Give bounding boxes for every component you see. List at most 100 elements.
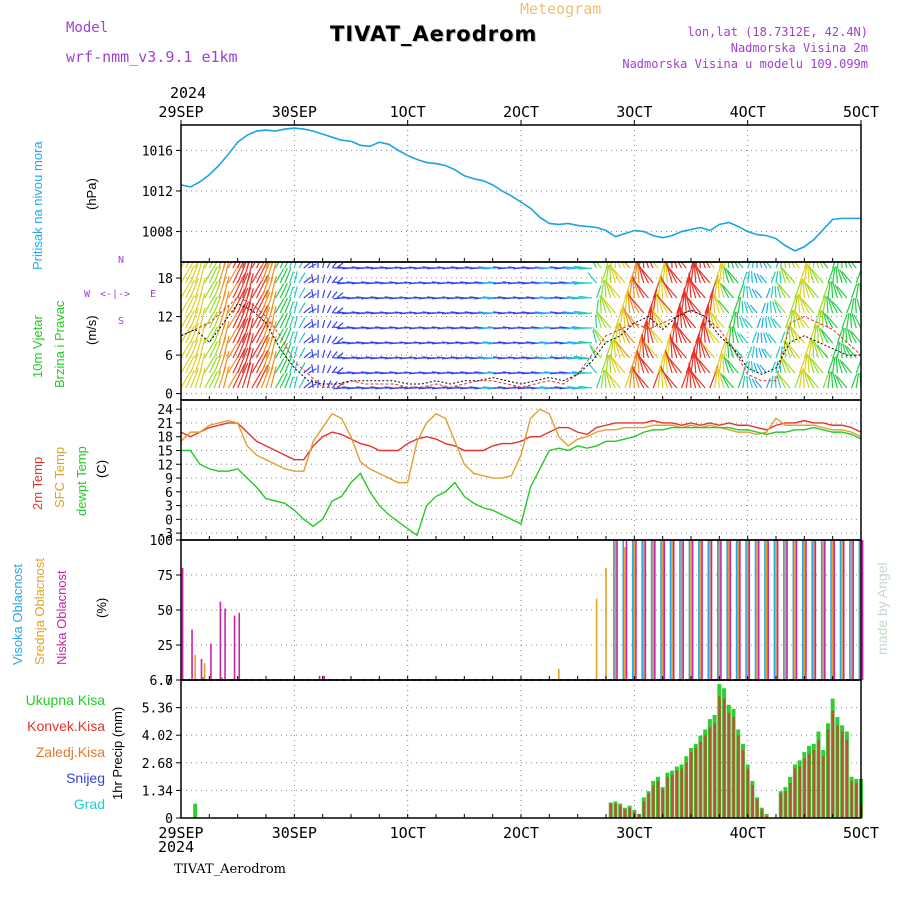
wind-arrow [384, 296, 394, 299]
wind-arrow [237, 287, 249, 314]
cloud-bar [641, 540, 643, 680]
wind-arrow [789, 310, 794, 329]
wind-arrow [803, 263, 808, 284]
wind-arrow [754, 289, 763, 299]
wind-arrow [326, 365, 332, 374]
cloud-bar [613, 540, 615, 680]
wind-arrow [827, 267, 835, 284]
wind-arrow [408, 266, 418, 269]
wind-arrow [270, 366, 277, 389]
wind-arrow [185, 265, 195, 284]
wind-arrow [835, 266, 838, 284]
cloud-bar [831, 540, 834, 680]
wind-arrow [336, 337, 344, 344]
wind-arrow [185, 295, 195, 314]
wind-arrow [770, 361, 776, 374]
cloud-bar [224, 608, 226, 680]
wind-arrow [759, 274, 768, 284]
wind-arrow [303, 336, 312, 344]
wind-arrow [822, 311, 829, 329]
wind-arrow [638, 262, 641, 269]
wind-arrow [637, 354, 654, 374]
wind-arrow [709, 289, 714, 314]
wind-arrow [608, 265, 612, 284]
wind-arrow [830, 371, 834, 389]
wind-arrow [408, 311, 418, 314]
wind-arrow [530, 371, 540, 374]
wind-arrow [860, 356, 861, 358]
wind-arrow [431, 326, 441, 329]
wind-unit: (m/s) [84, 315, 99, 345]
wind-arrow [624, 369, 633, 389]
wind-arrow [394, 266, 404, 269]
wind-arrow [408, 356, 418, 359]
wind-arrow [322, 289, 326, 299]
wind-arrow [413, 296, 422, 299]
wind-arrow [399, 341, 408, 344]
wind-arrow [702, 262, 706, 269]
cloud-bar [849, 540, 851, 680]
cloud-bar [318, 675, 321, 680]
wind-arrow [260, 262, 265, 269]
legend-snow: Snijeg [66, 770, 105, 786]
cloud-bar [833, 540, 836, 680]
precip-conv-bar [812, 750, 816, 818]
wind-arrow [807, 353, 810, 374]
wind-arrow [638, 321, 648, 344]
wind-arrow [673, 320, 687, 344]
wind-arrow [619, 308, 624, 329]
wind-arrow [289, 361, 294, 374]
wind-arrow [185, 340, 195, 359]
wind-arrow [279, 282, 288, 299]
wind-arrow [638, 335, 643, 359]
precip-conv-bar [746, 768, 750, 818]
wind-arrow [487, 281, 498, 284]
wind-arrow [850, 298, 855, 314]
y-tick-label: 18 [157, 431, 173, 446]
y-tick-label: 6 [165, 349, 173, 364]
wind-arrow [208, 266, 218, 284]
wind-arrow [284, 312, 292, 329]
wind-arrow [595, 314, 598, 329]
wind-arrow [784, 262, 787, 269]
wind-arrow [213, 341, 222, 359]
wind-arrow [418, 281, 427, 284]
y-tick-label: 12 [157, 458, 173, 473]
cloud-unit: (%) [94, 597, 109, 618]
wind-arrow [693, 262, 697, 284]
wind-arrow [232, 288, 246, 314]
wind-arrow [256, 334, 269, 359]
wind-arrow [604, 280, 607, 299]
wind-arrow [769, 317, 777, 329]
wind-arrow [808, 265, 815, 284]
cloud-bar [557, 668, 560, 680]
cloud-bar [671, 540, 673, 680]
wind-arrow [446, 371, 455, 374]
wind-arrow [322, 319, 326, 329]
precip-conv-bar [675, 770, 679, 818]
wind-arrow [508, 266, 517, 269]
wind-arrow [232, 333, 246, 359]
cloud-bar [622, 540, 625, 680]
wind-arrow [822, 295, 827, 314]
wind-arrow [811, 358, 824, 374]
cloud-bar [757, 540, 760, 680]
wind-arrow [722, 353, 725, 374]
wind-arrow [181, 262, 186, 269]
wind-arrow [289, 286, 294, 299]
wind-arrow [643, 341, 659, 359]
cloud-bar [616, 540, 618, 680]
y-tick-label: 1016 [142, 144, 173, 159]
wind-arrow [487, 371, 498, 374]
meteogram-label: Meteogram [520, 0, 602, 18]
wind-arrow [841, 271, 853, 284]
wind-arrow [379, 266, 389, 269]
wind-arrow [826, 296, 829, 314]
cloud-bar [191, 629, 193, 680]
wind-arrow [695, 262, 698, 269]
wind-arrow [331, 291, 338, 299]
compass-s: S [118, 316, 125, 327]
wind-arrow [222, 336, 230, 359]
wind-arrow [544, 371, 555, 374]
wind-arrow [370, 296, 380, 299]
